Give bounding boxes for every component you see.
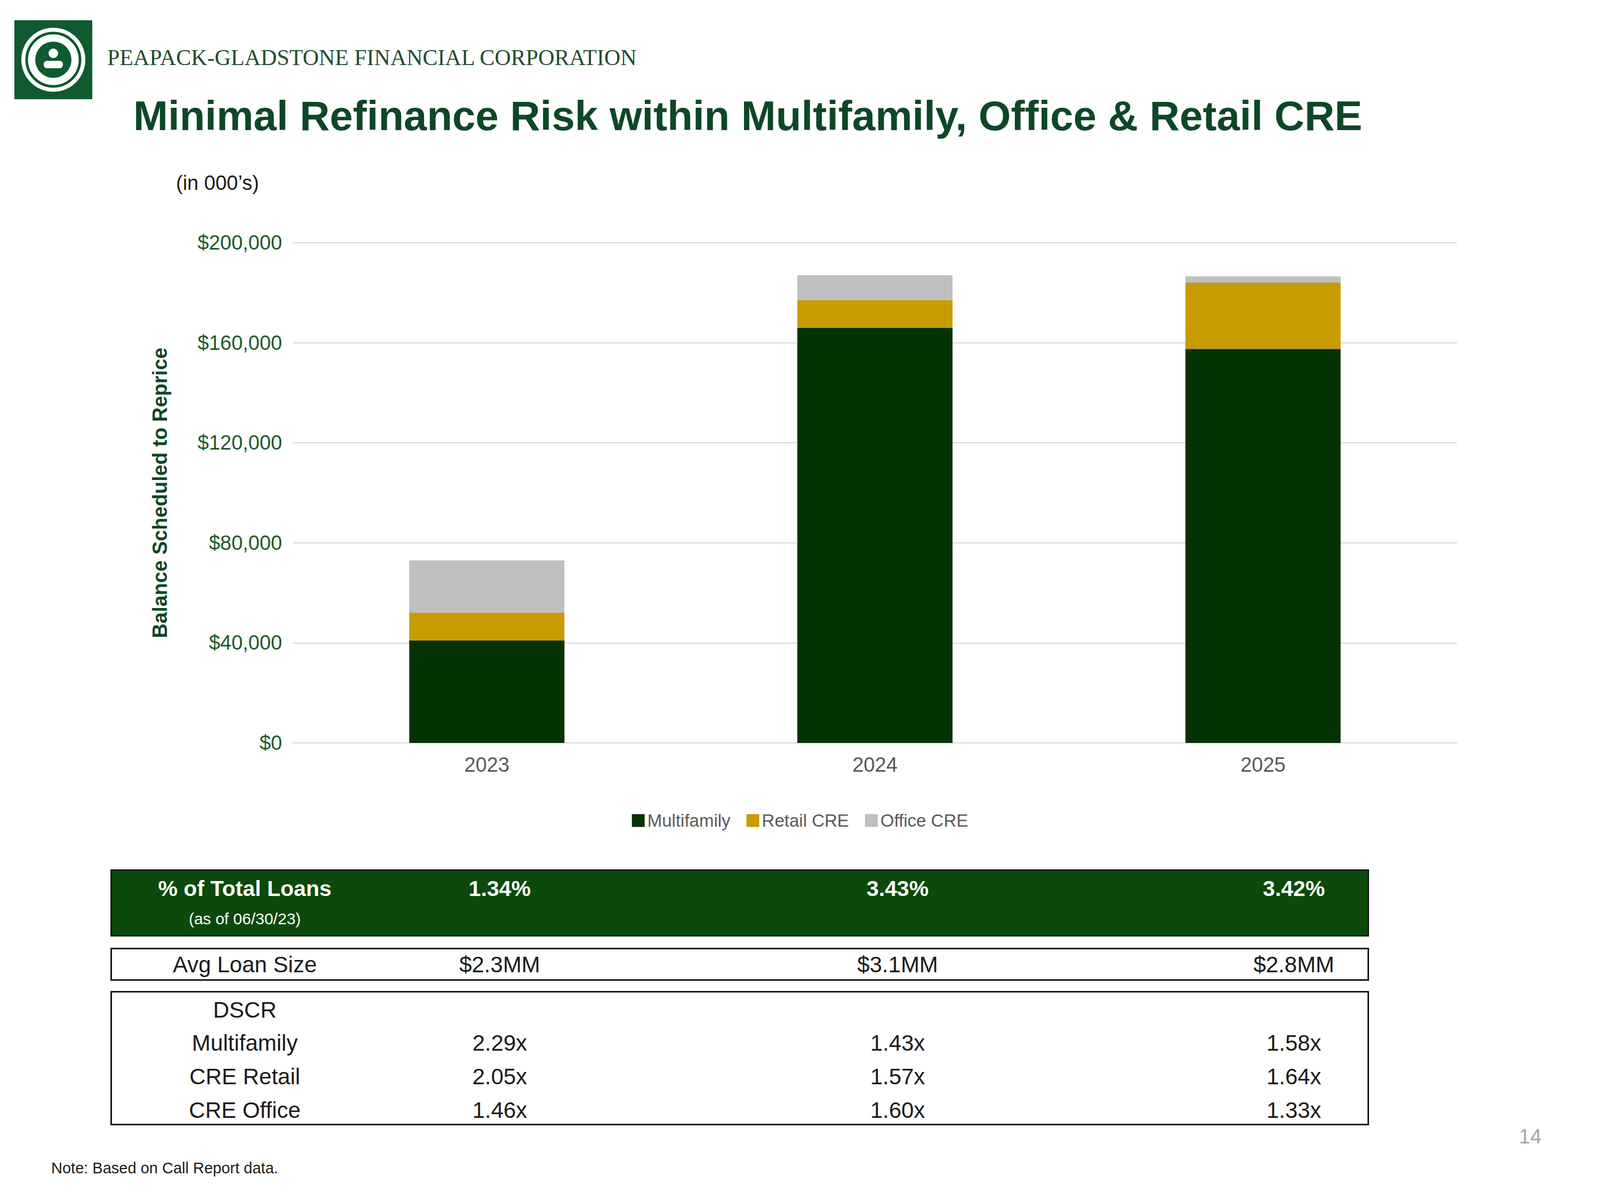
html-text:1.43x: 1.43x: [870, 1030, 926, 1056]
svg-text:$120,000: $120,000: [197, 431, 283, 454]
svg-text:2025: 2025: [1240, 753, 1286, 776]
svg-text:Office CRE: Office CRE: [880, 810, 968, 831]
html-text:$2.8MM: $2.8MM: [1253, 952, 1335, 978]
html-text:Avg Loan Size: Avg Loan Size: [172, 952, 317, 978]
html-text:1.33x: 1.33x: [1266, 1097, 1322, 1123]
html-text:Multifamily: Multifamily: [191, 1030, 298, 1056]
html-text:2.29x: 2.29x: [472, 1030, 528, 1056]
html-text:1.64x: 1.64x: [1266, 1064, 1322, 1090]
svg-text:$0: $0: [259, 731, 283, 755]
html-text:(in 000’s): (in 000’s): [176, 171, 259, 195]
html-text:14: 14: [1518, 1125, 1542, 1148]
html-text:Note: Based on Call Report dat: Note: Based on Call Report data.: [51, 1159, 279, 1177]
svg-text:$80,000: $80,000: [209, 531, 283, 555]
svg-text:$160,000: $160,000: [197, 331, 283, 355]
svg-text:$40,000: $40,000: [209, 631, 283, 654]
svg-text:Multifamily: Multifamily: [647, 810, 731, 831]
html-text:$2.3MM: $2.3MM: [459, 952, 541, 978]
svg-text:$200,000: $200,000: [197, 231, 283, 254]
html-text:% of Total Loans: % of Total Loans: [158, 876, 332, 901]
svg-text:2024: 2024: [852, 753, 898, 776]
html-text:(as of 06/30/23): (as of 06/30/23): [188, 909, 301, 928]
html-text:CRE Retail: CRE Retail: [189, 1064, 301, 1090]
html-text:CRE Office: CRE Office: [189, 1097, 301, 1123]
html-text:Minimal Refinance Risk within: Minimal Refinance Risk within Multifamil…: [133, 92, 1363, 140]
html-text:DSCR: DSCR: [213, 997, 277, 1023]
svg-text:Retail CRE: Retail CRE: [762, 810, 850, 831]
html-text:1.60x: 1.60x: [870, 1097, 926, 1123]
html-text:1.34%: 1.34%: [468, 876, 531, 901]
svg-text:2023: 2023: [464, 753, 510, 776]
html-text:3.42%: 3.42%: [1262, 876, 1325, 901]
html-text:1.57x: 1.57x: [870, 1064, 926, 1090]
html-text:1.46x: 1.46x: [472, 1097, 528, 1123]
svg-text:Balance Scheduled to Reprice: Balance Scheduled to Reprice: [148, 347, 172, 639]
html-text:PEAPACK-GLADSTONE FINANCIAL CO: PEAPACK-GLADSTONE FINANCIAL CORPORATION: [107, 45, 637, 70]
html-text:1.58x: 1.58x: [1266, 1030, 1322, 1056]
html-text:2.05x: 2.05x: [472, 1064, 528, 1090]
html-text:3.43%: 3.43%: [866, 876, 929, 901]
html-text:$3.1MM: $3.1MM: [857, 952, 939, 978]
